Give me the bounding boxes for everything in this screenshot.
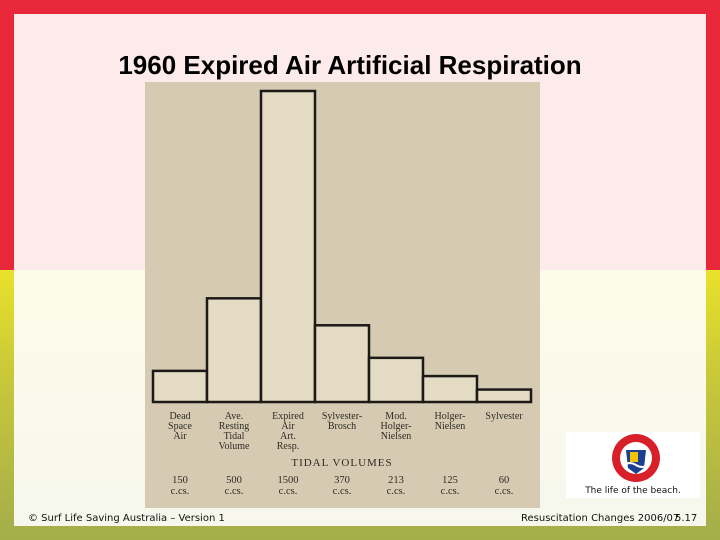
unit-label-2: c.cs. [279,486,298,497]
unit-label-0: c.cs. [171,486,190,497]
slsa-logo: The life of the beach. [566,432,700,498]
footer-copyright: © Surf Life Saving Australia – Version 1 [28,513,225,524]
bar-3 [313,324,371,404]
logo-wave-icon [623,462,649,468]
category-label-4: Mod. Holger-Nielsen [381,411,412,442]
bar-2 [259,89,317,404]
category-label-5: Holger-Nielsen [435,411,466,432]
category-label-0: Dead Space Air [168,411,192,442]
footer-page-number: 5.17 [675,513,698,524]
bar-1 [205,297,263,404]
footer-course: Resuscitation Changes 2006/07 [521,513,680,524]
value-label-6: 60 [499,475,510,486]
slide-title: 1960 Expired Air Artificial Respiration [118,50,582,80]
unit-label-6: c.cs. [495,486,514,497]
unit-label-4: c.cs. [387,486,406,497]
unit-label-3: c.cs. [333,486,352,497]
x-axis-title: TIDAL VOLUMES [291,457,392,469]
logo-flag-icon [630,452,638,462]
value-label-5: 125 [442,475,458,486]
unit-label-1: c.cs. [225,486,244,497]
value-label-4: 213 [388,475,404,486]
logo-tagline: The life of the beach. [584,486,681,496]
bar-5 [421,374,479,404]
value-label-0: 150 [172,475,188,486]
unit-label-5: c.cs. [441,486,460,497]
value-label-1: 500 [226,475,242,486]
category-label-6: Sylvester [485,411,523,422]
value-label-3: 370 [334,475,350,486]
category-label-1: Ave. Resting Tidal Volume [219,411,250,452]
value-label-2: 1500 [278,475,299,486]
bar-6 [475,388,533,404]
category-label-2: Expired Air Art. Resp. [272,411,304,452]
bar-0 [151,369,209,404]
scanned-chart-image: TIDAL VOLUMES Dead Space Air 150 c.cs. Ave. Re… [145,82,540,508]
bar-4 [367,356,425,404]
category-label-3: Sylvester-Brosch [322,411,362,432]
